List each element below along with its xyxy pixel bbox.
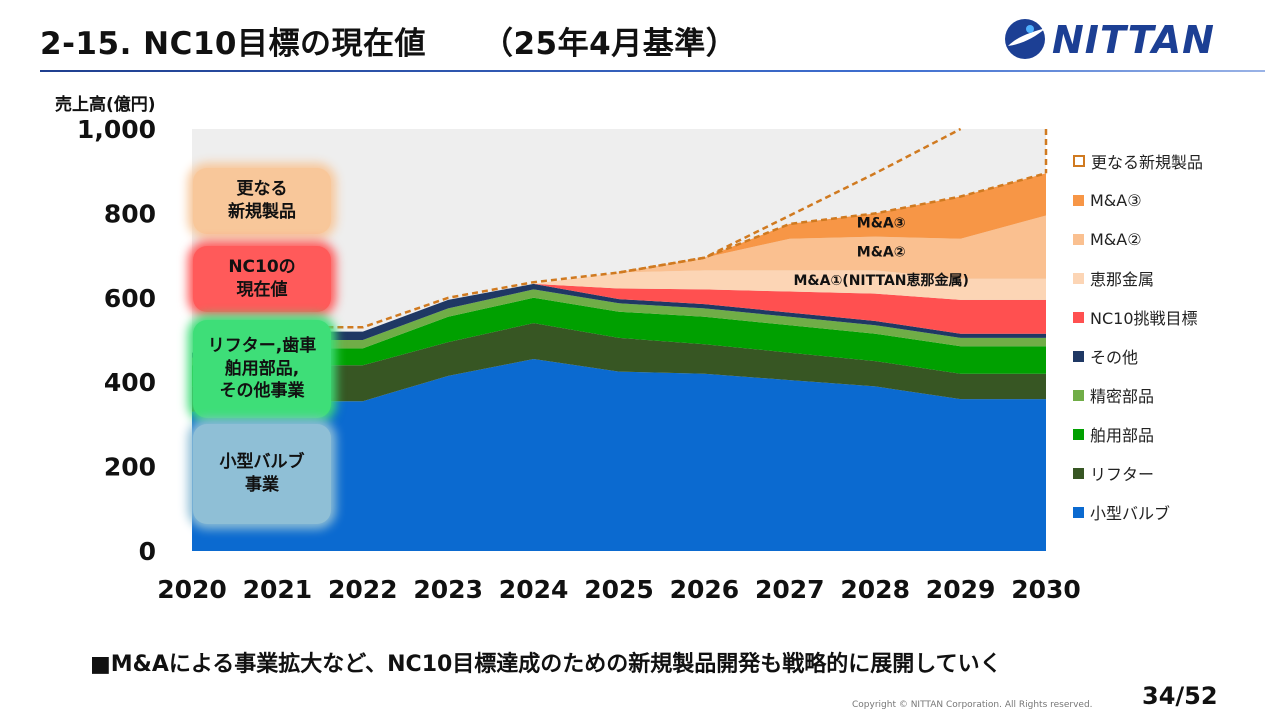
legend-item: その他 [1073, 345, 1138, 367]
legend-item: 精密部品 [1073, 384, 1154, 406]
chart-annotation: M&A③ [857, 215, 906, 231]
legend-item: 小型バルブ [1073, 501, 1170, 523]
y-tick-label: 0 [139, 537, 156, 566]
legend-label: M&A③ [1090, 190, 1142, 210]
legend-label: 恵那金属 [1090, 270, 1155, 289]
side-label-box: 更なる 新規製品 [193, 168, 331, 234]
legend-label: その他 [1090, 348, 1139, 367]
legend-swatch [1073, 311, 1084, 323]
legend-item: リフター [1073, 462, 1154, 484]
legend-swatch [1073, 428, 1084, 440]
logo-mark-icon [1005, 19, 1046, 59]
chart-annotation: M&A② [857, 244, 906, 260]
legend-swatch [1073, 233, 1084, 245]
legend-label: NC10挑戦目標 [1090, 309, 1198, 328]
target-dashed-line [277, 127, 962, 329]
side-label-box: 小型バルブ 事業 [193, 424, 331, 524]
x-tick-label: 2024 [499, 575, 569, 604]
x-tick-label: 2023 [413, 575, 483, 604]
side-label-box: NC10の 現在値 [193, 246, 331, 312]
legend-swatch [1073, 467, 1084, 479]
y-tick-label: 200 [104, 453, 156, 482]
page-number: 34/52 [1142, 682, 1218, 710]
area-series-7 [192, 215, 1046, 353]
x-tick-label: 2025 [584, 575, 654, 604]
area-series-2 [192, 297, 1046, 387]
legend-swatch [1073, 194, 1084, 206]
area-series-5 [192, 283, 1046, 353]
title-main: 2-15. NC10目標の現在値 [40, 26, 426, 62]
legend-label: M&A② [1090, 229, 1142, 249]
page-title: 2-15. NC10目標の現在値 （25年4月基準） [40, 18, 737, 63]
legend-swatch [1073, 506, 1084, 518]
legend-item: 更なる新規製品 [1073, 150, 1203, 172]
legend-swatch [1073, 155, 1085, 167]
bottom-note: ■M&Aによる事業拡大など、NC10目標達成のための新規製品開発も戦略的に展開し… [90, 652, 1002, 677]
x-tick-label: 2021 [243, 575, 313, 604]
x-tick-label: 2026 [670, 575, 740, 604]
legend-swatch [1073, 272, 1084, 284]
y-tick-label: 400 [104, 368, 156, 397]
legend-label: 更なる新規製品 [1091, 153, 1204, 172]
x-tick-label: 2029 [926, 575, 996, 604]
legend-label: 精密部品 [1090, 387, 1155, 406]
legend-label: リフター [1090, 465, 1155, 484]
side-label-box: リフター,歯車 舶用部品, その他事業 [193, 320, 331, 418]
copyright: Copyright © NITTAN Corporation. All Righ… [852, 700, 1093, 710]
legend-swatch [1073, 389, 1084, 401]
title-sub: （25年4月基準） [481, 26, 738, 62]
y-axis-label: 売上高(億円) [55, 95, 156, 115]
x-tick-label: 2022 [328, 575, 398, 604]
y-tick-label: 1,000 [77, 115, 156, 144]
legend-item: NC10挑戦目標 [1073, 306, 1198, 328]
legend-swatch [1073, 350, 1084, 362]
x-tick-label: 2028 [840, 575, 910, 604]
logo-text: NITTAN [1052, 18, 1215, 62]
y-tick-label: 600 [104, 284, 156, 313]
legend-label: 小型バルブ [1090, 504, 1171, 523]
area-series-6 [192, 270, 1046, 353]
x-tick-label: 2020 [157, 575, 227, 604]
legend-item: M&A③ [1073, 189, 1142, 211]
chart-annotation: M&A①(NITTAN恵那金属) [793, 272, 968, 289]
area-series-1 [192, 323, 1046, 412]
area-series-0 [192, 359, 1046, 551]
legend-label: 舶用部品 [1090, 426, 1155, 445]
area-series-3 [192, 289, 1046, 366]
x-tick-label: 2030 [1011, 575, 1081, 604]
title-underline [40, 70, 1265, 72]
x-tick-label: 2027 [755, 575, 825, 604]
company-logo: NITTAN [1000, 14, 1260, 64]
series-top-dashed-line [618, 172, 1047, 274]
legend-item: M&A② [1073, 228, 1142, 250]
legend-item: 舶用部品 [1073, 423, 1154, 445]
y-tick-label: 800 [104, 199, 156, 228]
legend-item: 恵那金属 [1073, 267, 1154, 289]
